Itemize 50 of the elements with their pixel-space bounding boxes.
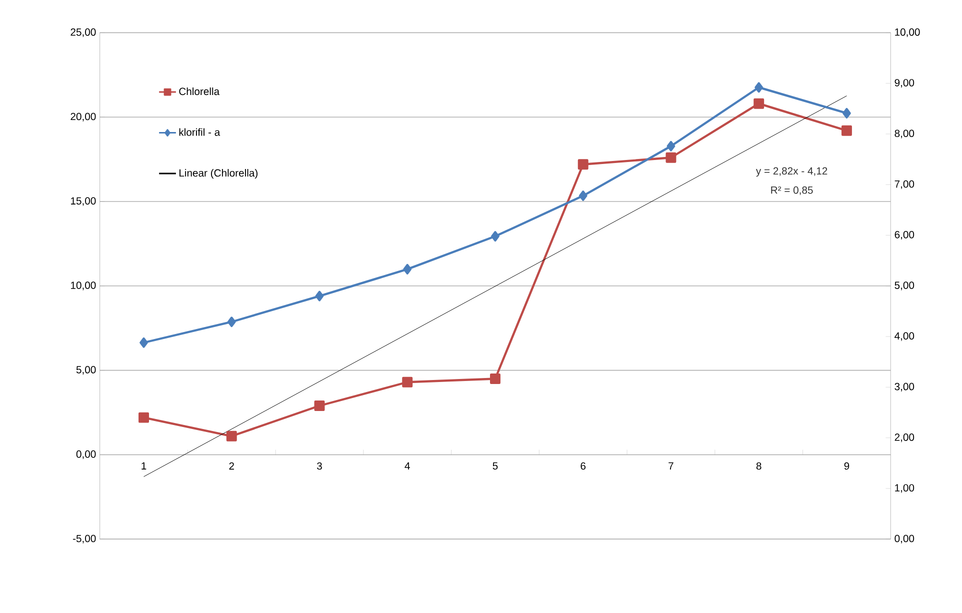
point bbox=[314, 400, 325, 411]
y-tick-label: 25,00 bbox=[70, 28, 96, 37]
y2-tick-label: 7,00 bbox=[894, 180, 914, 189]
x-tick-label: 5 bbox=[492, 462, 498, 470]
y2-tick-label: 3,00 bbox=[894, 382, 914, 392]
point bbox=[140, 337, 148, 348]
legend-label: Chlorella bbox=[179, 87, 220, 95]
x-tick-label: 6 bbox=[580, 462, 586, 470]
annotation: R² = 0,85 bbox=[771, 186, 813, 195]
y-tick-label: -5,00 bbox=[73, 534, 96, 544]
y2-tick-label: 4,00 bbox=[894, 332, 914, 341]
point bbox=[226, 430, 237, 442]
y-tick-label: 20,00 bbox=[70, 112, 96, 122]
point bbox=[841, 125, 852, 136]
point bbox=[578, 190, 588, 201]
point bbox=[754, 98, 764, 109]
y2-tick-label: 5,00 bbox=[894, 281, 914, 290]
x-tick-label: 1 bbox=[142, 462, 146, 470]
point bbox=[842, 108, 851, 118]
x-tick-label: 3 bbox=[316, 462, 322, 470]
x-tick-label: 4 bbox=[404, 462, 410, 470]
y2-tick-label: 6,00 bbox=[894, 230, 914, 240]
x-tick-label: 7 bbox=[668, 462, 674, 470]
annotation: y = 2,82x - 4,12 bbox=[756, 167, 828, 176]
point bbox=[403, 264, 412, 274]
y2-tick-label: 10,00 bbox=[895, 28, 920, 37]
x-tick-label: 8 bbox=[756, 462, 762, 470]
y-tick-label: 5,00 bbox=[76, 366, 96, 374]
point bbox=[666, 140, 676, 152]
y-tick-label: 0,00 bbox=[76, 450, 96, 459]
y2-tick-label: 8,00 bbox=[894, 129, 914, 138]
y2-tick-label: 9,00 bbox=[894, 78, 914, 88]
x-tick-label: 9 bbox=[844, 462, 850, 470]
point bbox=[138, 412, 149, 423]
point bbox=[490, 373, 500, 384]
point bbox=[578, 158, 588, 170]
y2-tick-label: 0,00 bbox=[894, 534, 914, 544]
point bbox=[491, 230, 500, 242]
y-tick-label: 15,00 bbox=[71, 197, 96, 206]
legend-label: klorifil - a bbox=[179, 128, 220, 136]
point bbox=[227, 316, 236, 327]
point bbox=[315, 290, 324, 302]
y-tick-label: 10,00 bbox=[71, 281, 96, 290]
legend-label: Linear (Chlorella) bbox=[180, 168, 258, 178]
y2-tick-label: 1,00 bbox=[895, 484, 914, 493]
y2-tick-label: 2,00 bbox=[894, 433, 914, 442]
point bbox=[402, 376, 413, 388]
point bbox=[666, 152, 676, 163]
point bbox=[754, 82, 764, 92]
x-tick-label: 2 bbox=[229, 462, 234, 470]
